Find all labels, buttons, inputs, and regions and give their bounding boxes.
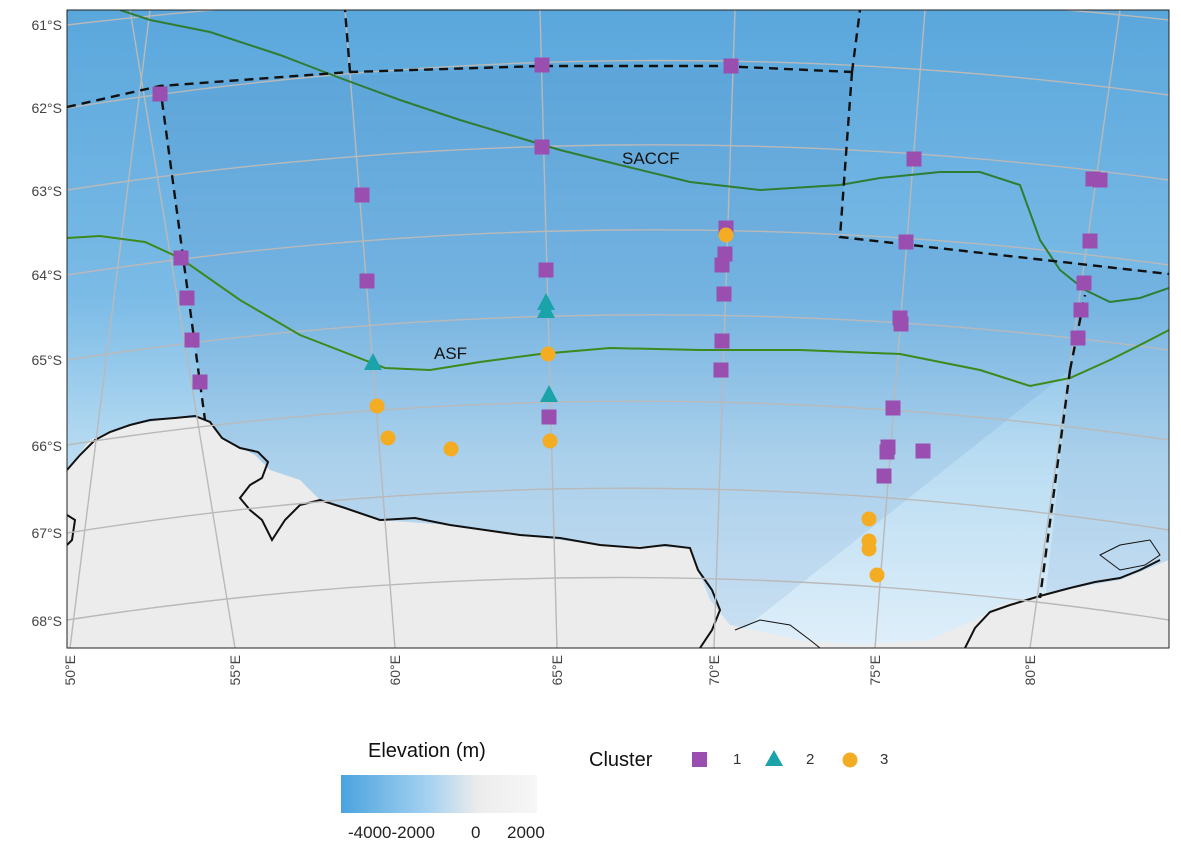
elevation-colorbar: [341, 775, 537, 813]
station-marker-cluster-1: [179, 290, 195, 306]
station-marker-cluster-1: [192, 374, 208, 390]
station-marker-cluster-3: [542, 433, 558, 449]
station-marker-cluster-1: [538, 262, 554, 278]
station-marker-cluster-3: [718, 227, 734, 243]
station-marker-cluster-1: [714, 333, 730, 349]
elevation-tick-zero: 0: [471, 823, 481, 842]
legend-circle-symbol: [842, 752, 858, 768]
station-marker-cluster-1: [173, 250, 189, 266]
coastline-west-edge: [67, 514, 77, 546]
station-marker-cluster-1: [1082, 233, 1098, 249]
station-marker-cluster-1: [1092, 172, 1108, 188]
asf-label: ASF: [434, 344, 467, 363]
station-marker-cluster-1: [879, 444, 895, 460]
station-marker-cluster-2: [537, 301, 555, 318]
station-marker-cluster-1: [714, 257, 730, 273]
cluster-legend-label-2: 2: [806, 751, 815, 768]
station-marker-cluster-1: [716, 286, 732, 302]
elevation-legend-title: Elevation (m): [368, 740, 486, 762]
station-marker-cluster-1: [184, 332, 200, 348]
antarctic-land: [67, 418, 1169, 648]
lat-tick-64: 64°S: [31, 267, 62, 283]
lon-tick-70: 70°E: [706, 655, 722, 686]
lat-tick-65: 65°S: [31, 352, 62, 368]
legend-triangle-symbol: [765, 750, 783, 766]
cluster-legend-label-3: 3: [880, 751, 889, 768]
longitude-tick-labels: 50°E 55°E 60°E 65°E 70°E 75°E 80°E: [62, 655, 1038, 686]
station-marker-cluster-1: [915, 443, 931, 459]
station-marker-cluster-3: [861, 541, 877, 557]
station-marker-cluster-2: [364, 353, 382, 370]
lon-tick-60: 60°E: [387, 655, 403, 686]
station-marker-cluster-1: [893, 316, 909, 332]
asf-front-line: [67, 234, 1169, 388]
station-marker-cluster-3: [380, 430, 396, 446]
saccf-front-line: [119, 10, 1169, 304]
station-markers: [152, 57, 1108, 583]
latitude-tick-labels: 61°S 62°S 63°S 64°S 65°S 66°S 67°S 68°S: [31, 17, 62, 629]
lon-tick-75: 75°E: [867, 655, 883, 686]
station-marker-cluster-1: [898, 234, 914, 250]
station-marker-cluster-1: [152, 86, 168, 102]
latitude-gridlines: [67, 10, 1169, 621]
lat-tick-61: 61°S: [31, 17, 62, 33]
station-marker-cluster-3: [369, 398, 385, 414]
station-marker-cluster-3: [869, 567, 885, 583]
station-marker-cluster-1: [541, 409, 557, 425]
elevation-tick-high: 2000: [507, 823, 545, 842]
station-marker-cluster-1: [534, 139, 550, 155]
elevation-tick-deep: -4000-2000: [348, 823, 435, 842]
lat-tick-68: 68°S: [31, 613, 62, 629]
coastline: [67, 414, 722, 648]
cluster-legend-title: Cluster: [589, 749, 653, 771]
lat-tick-66: 66°S: [31, 438, 62, 454]
coastline-east: [964, 559, 1161, 648]
station-marker-cluster-3: [540, 346, 556, 362]
legend-square-symbol: [692, 752, 707, 767]
station-marker-cluster-1: [534, 57, 550, 73]
study-region-shading: [160, 66, 1168, 648]
station-marker-cluster-1: [1070, 330, 1086, 346]
map-panel-border: [66, 9, 1170, 649]
lon-tick-65: 65°E: [549, 655, 565, 686]
station-marker-cluster-1: [885, 400, 901, 416]
coastline-bay: [734, 619, 821, 648]
station-marker-cluster-1: [713, 362, 729, 378]
station-marker-cluster-3: [861, 511, 877, 527]
station-marker-cluster-1: [723, 58, 739, 74]
station-marker-cluster-1: [876, 468, 892, 484]
lon-tick-55: 55°E: [227, 655, 243, 686]
station-marker-cluster-1: [1073, 302, 1089, 318]
station-marker-cluster-1: [1076, 275, 1092, 291]
lat-tick-67: 67°S: [31, 525, 62, 541]
lon-tick-50: 50°E: [62, 655, 78, 686]
station-marker-cluster-1: [359, 273, 375, 289]
station-marker-cluster-1: [906, 151, 922, 167]
station-marker-cluster-2: [540, 385, 558, 402]
station-marker-cluster-3: [443, 441, 459, 457]
saccf-label: SACCF: [622, 149, 680, 168]
lon-tick-80: 80°E: [1022, 655, 1038, 686]
cluster-legend-label-1: 1: [733, 751, 742, 768]
lat-tick-63: 63°S: [31, 183, 62, 199]
station-marker-cluster-1: [354, 187, 370, 203]
lat-tick-62: 62°S: [31, 100, 62, 116]
coastline-island: [1099, 539, 1161, 571]
